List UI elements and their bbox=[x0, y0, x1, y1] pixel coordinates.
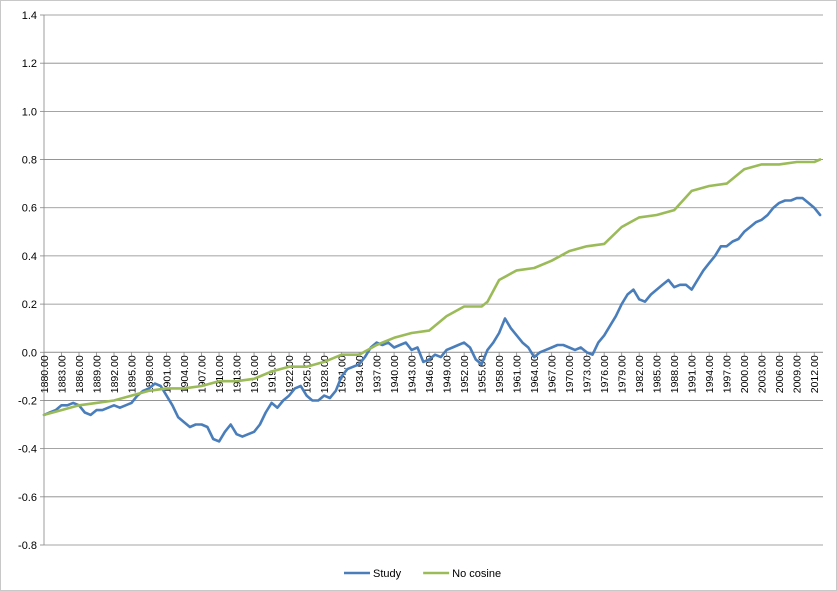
x-tick-label: 1955.00 bbox=[477, 355, 489, 393]
x-tick-label: 1988.00 bbox=[669, 355, 681, 393]
x-tick-label: 1886.00 bbox=[74, 355, 86, 393]
x-tick-label: 1934.00 bbox=[354, 355, 366, 393]
x-axis-ticks: 1880.00 1883.00 1886.00 1889.00 1892.00 1895.… bbox=[39, 352, 821, 393]
y-tick-label: 0.8 bbox=[22, 155, 37, 167]
x-tick-label: 1916.00 bbox=[249, 355, 261, 393]
x-tick-label: 1997.00 bbox=[722, 355, 734, 393]
x-tick-label: 1949.00 bbox=[442, 355, 454, 393]
x-tick-label: 1946.00 bbox=[424, 355, 436, 393]
x-tick-label: 1880.00 bbox=[39, 355, 51, 393]
x-tick-label: 1913.00 bbox=[232, 355, 244, 393]
x-tick-label: 1943.00 bbox=[407, 355, 419, 393]
y-tick-label: 0.0 bbox=[22, 347, 37, 359]
x-tick-label: 1952.00 bbox=[459, 355, 471, 393]
legend: Study No cosine bbox=[344, 568, 501, 580]
series-line-no-cosine bbox=[42, 158, 822, 417]
x-tick-label: 1892.00 bbox=[109, 355, 121, 393]
y-tick-label: -0.2 bbox=[18, 395, 37, 407]
y-tick-label: 1.4 bbox=[22, 10, 37, 22]
x-tick-label: 1982.00 bbox=[634, 355, 646, 393]
y-tick-label: -0.4 bbox=[18, 444, 37, 456]
x-tick-label: 1964.00 bbox=[529, 355, 541, 393]
x-tick-label: 1937.00 bbox=[372, 355, 384, 393]
y-tick-label: 0.4 bbox=[22, 251, 37, 263]
x-tick-label: 2012.00 bbox=[809, 355, 821, 393]
axes bbox=[43, 15, 823, 545]
y-tick-label: -0.6 bbox=[18, 492, 37, 504]
legend-label-no-cosine: No cosine bbox=[452, 568, 501, 580]
x-tick-label: 2000.00 bbox=[739, 355, 751, 393]
x-tick-label: 1985.00 bbox=[652, 355, 664, 393]
x-tick-label: 1979.00 bbox=[617, 355, 629, 393]
x-tick-label: 1883.00 bbox=[57, 355, 69, 393]
x-tick-label: 2003.00 bbox=[757, 355, 769, 393]
y-tick-label: 1.2 bbox=[22, 58, 37, 70]
y-axis-ticks: 1.4 1.2 1.0 0.8 0.6 0.4 0.2 0.0 -0.2 -0.4 -0.6 -0.8 bbox=[18, 10, 44, 552]
y-tick-label: 1.0 bbox=[22, 106, 37, 118]
x-tick-label: 1961.00 bbox=[512, 355, 524, 393]
y-tick-label: 0.2 bbox=[22, 299, 37, 311]
x-tick-label: 1958.00 bbox=[494, 355, 506, 393]
legend-label-study: Study bbox=[373, 568, 402, 580]
x-tick-label: 1970.00 bbox=[564, 355, 576, 393]
x-tick-label: 1925.00 bbox=[302, 355, 314, 393]
x-tick-label: 1991.00 bbox=[687, 355, 699, 393]
x-tick-label: 1976.00 bbox=[599, 355, 611, 393]
x-tick-label: 1922.00 bbox=[284, 355, 296, 393]
x-tick-label: 1889.00 bbox=[92, 355, 104, 393]
y-tick-label: 0.6 bbox=[22, 203, 37, 215]
x-tick-label: 1940.00 bbox=[389, 355, 401, 393]
x-tick-label: 1967.00 bbox=[547, 355, 559, 393]
x-tick-label: 1928.00 bbox=[319, 355, 331, 393]
x-tick-label: 1994.00 bbox=[704, 355, 716, 393]
series-line-study bbox=[42, 196, 822, 443]
series-lines bbox=[42, 158, 822, 443]
y-tick-label: -0.8 bbox=[18, 540, 37, 552]
gridlines bbox=[44, 14, 823, 546]
x-tick-label: 1973.00 bbox=[582, 355, 594, 393]
x-tick-label: 1919.00 bbox=[267, 355, 279, 393]
x-tick-label: 1901.00 bbox=[162, 355, 174, 393]
x-tick-label: 1910.00 bbox=[214, 355, 226, 393]
x-tick-label: 1904.00 bbox=[179, 355, 191, 393]
x-tick-label: 2006.00 bbox=[774, 355, 786, 393]
x-tick-label: 2009.00 bbox=[792, 355, 804, 393]
x-tick-label: 1895.00 bbox=[127, 355, 139, 393]
